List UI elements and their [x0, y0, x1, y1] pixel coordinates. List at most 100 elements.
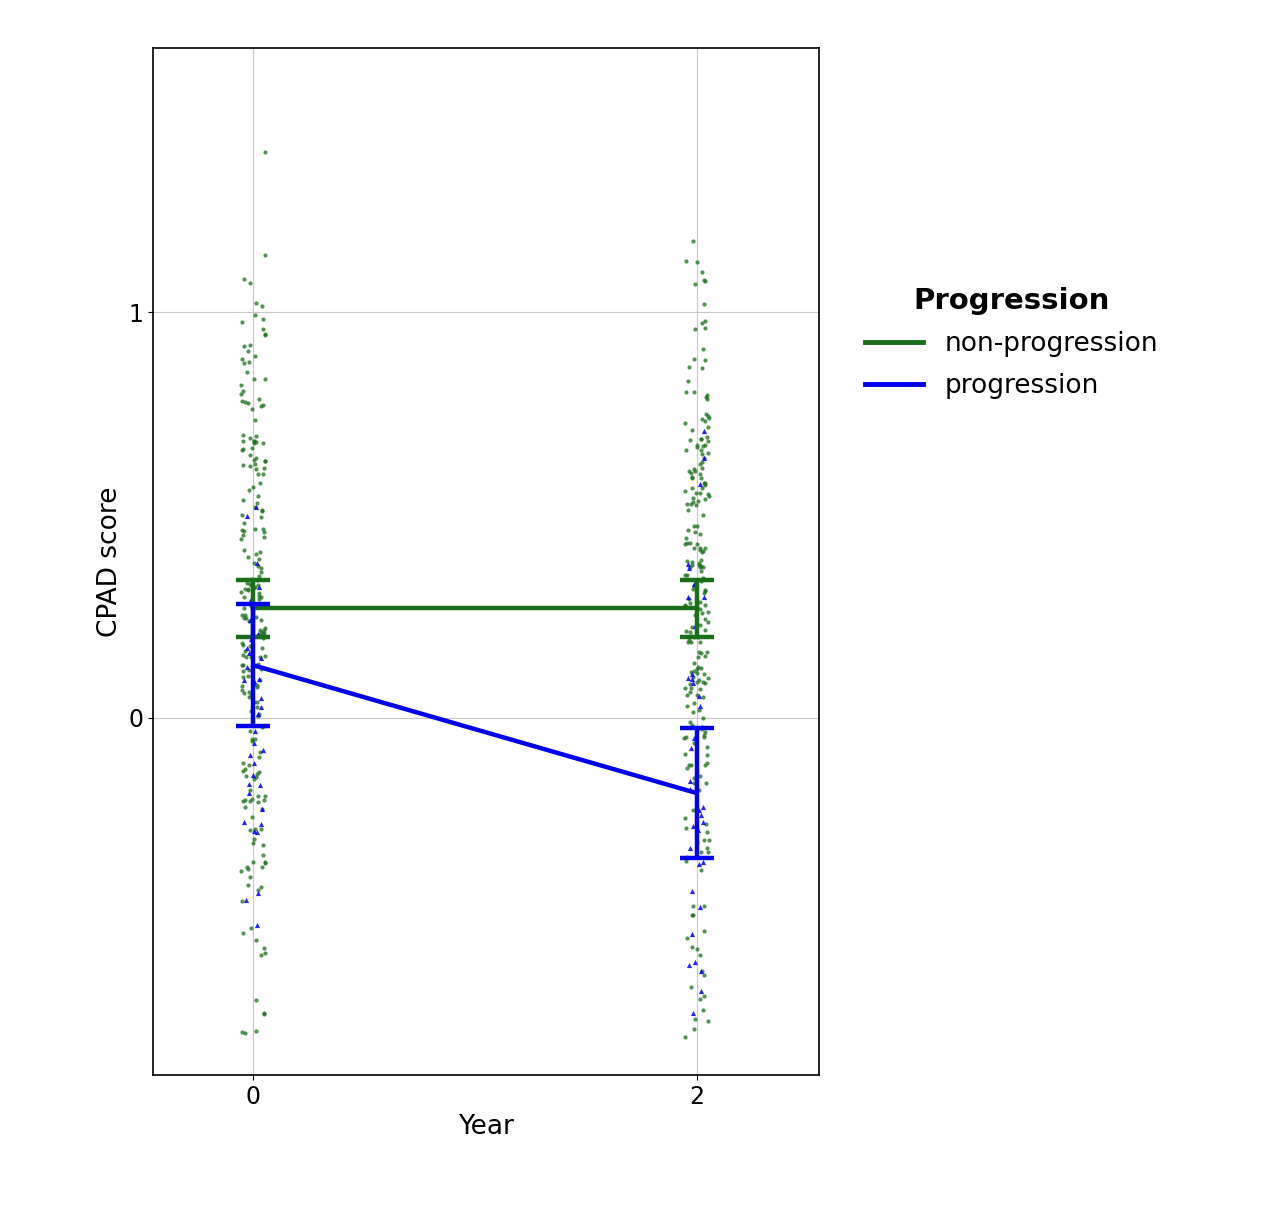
Point — [233, 635, 253, 655]
Point — [251, 558, 271, 577]
Point — [240, 643, 261, 662]
Point — [246, 345, 266, 365]
Point — [687, 660, 707, 679]
Point — [244, 553, 265, 573]
Point — [678, 954, 698, 974]
Point — [694, 420, 715, 440]
Point — [243, 675, 263, 695]
Point — [675, 621, 696, 640]
Point — [246, 498, 266, 517]
Point — [678, 554, 698, 574]
Point — [694, 448, 715, 467]
Point — [683, 1020, 703, 1039]
Point — [678, 755, 698, 774]
Point — [680, 633, 701, 652]
Point — [239, 783, 260, 802]
Point — [252, 798, 272, 818]
Point — [693, 541, 714, 561]
Point — [683, 667, 703, 686]
Point — [691, 464, 711, 483]
Point — [246, 930, 266, 949]
Point — [693, 436, 714, 455]
Point — [239, 644, 260, 663]
Point — [683, 673, 703, 692]
Point — [252, 639, 272, 658]
Point — [244, 306, 265, 325]
Point — [680, 772, 701, 791]
Point — [684, 461, 705, 481]
Point — [235, 766, 256, 785]
Point — [238, 341, 258, 360]
Point — [680, 495, 701, 515]
Point — [252, 501, 272, 521]
Point — [691, 557, 711, 576]
Point — [235, 641, 256, 661]
Point — [247, 448, 267, 467]
Point — [252, 309, 272, 329]
X-axis label: Year: Year — [458, 1115, 514, 1140]
Point — [244, 675, 265, 695]
Point — [697, 753, 718, 772]
Point — [674, 1027, 694, 1046]
Point — [243, 853, 263, 872]
Point — [233, 656, 253, 675]
Point — [694, 664, 715, 684]
Point — [255, 852, 275, 871]
Point — [683, 232, 703, 251]
Point — [238, 774, 258, 794]
Point — [692, 542, 712, 562]
Point — [683, 1003, 703, 1022]
Point — [233, 587, 253, 606]
Point — [684, 661, 705, 680]
Point — [680, 755, 701, 774]
Point — [239, 611, 260, 631]
Point — [689, 599, 710, 618]
Point — [689, 989, 710, 1009]
Point — [231, 529, 252, 548]
Point — [243, 821, 263, 841]
Point — [691, 658, 711, 678]
Point — [255, 646, 275, 666]
Point — [683, 896, 703, 916]
Point — [694, 830, 715, 849]
Point — [251, 649, 271, 668]
Point — [251, 697, 271, 716]
Point — [680, 679, 701, 698]
Point — [243, 829, 263, 848]
Point — [687, 437, 707, 457]
Point — [235, 797, 256, 817]
Point — [253, 519, 274, 539]
Point — [693, 896, 714, 916]
Point — [238, 755, 258, 774]
Point — [686, 319, 706, 338]
Point — [689, 946, 710, 965]
Point — [682, 738, 702, 757]
Point — [233, 812, 253, 831]
Point — [234, 540, 255, 559]
Point — [234, 598, 255, 617]
Point — [698, 831, 719, 850]
Point — [691, 842, 711, 861]
Point — [233, 791, 253, 811]
Point — [679, 674, 700, 693]
Point — [249, 586, 270, 605]
Point — [688, 647, 709, 667]
Point — [248, 762, 269, 782]
Point — [682, 478, 702, 498]
Point — [692, 313, 712, 332]
Point — [251, 542, 271, 562]
Point — [686, 483, 706, 503]
Point — [698, 408, 719, 428]
Point — [677, 251, 697, 271]
Point — [697, 406, 718, 425]
Point — [689, 854, 710, 873]
Point — [686, 783, 706, 802]
Point — [698, 443, 719, 463]
Point — [694, 756, 715, 776]
Point — [233, 431, 253, 451]
Point — [246, 1022, 266, 1041]
Point — [691, 981, 711, 1000]
Point — [251, 587, 271, 606]
Point — [248, 590, 269, 609]
Point — [694, 474, 715, 493]
